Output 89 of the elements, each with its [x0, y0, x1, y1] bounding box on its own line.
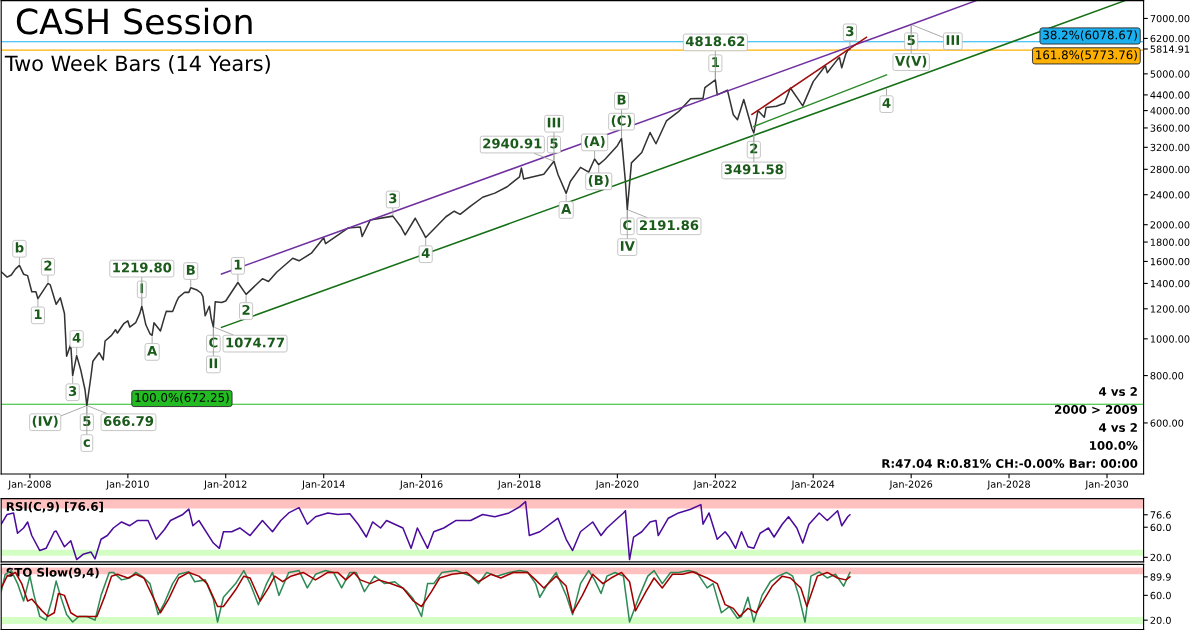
- x-tick-label: Jan-2028: [986, 480, 1030, 490]
- annotation: A: [561, 204, 572, 214]
- y-tick-label: 6200.00: [1150, 34, 1190, 43]
- y-tick-label: 60.0: [1150, 591, 1171, 600]
- annotation: 1: [712, 57, 720, 67]
- annotation: 2: [44, 260, 52, 271]
- line-series: [1, 48, 851, 407]
- annotation: 4: [72, 332, 81, 343]
- y-tick-label: 800.00: [1150, 372, 1184, 380]
- annotation: c: [83, 439, 90, 447]
- annotation: 2000 > 2009: [1055, 405, 1138, 414]
- y-tick-label: 1200.00: [1150, 305, 1190, 313]
- chart-title: RSI(C,9) [76.6]: [6, 501, 103, 513]
- annotation: A: [147, 345, 158, 356]
- annotation: 1074.77: [226, 337, 285, 348]
- annotation: 2940.91: [483, 138, 542, 149]
- y-tick-label: 4400.00: [1150, 91, 1190, 99]
- annotation: 5: [83, 416, 91, 427]
- annotation: 4 vs 2: [1099, 387, 1137, 396]
- y-tick-label: 1600.00: [1150, 257, 1190, 266]
- annotation: 2: [242, 304, 250, 315]
- annotation: 666.79: [103, 416, 154, 427]
- y-tick-label: 76.6: [1150, 511, 1171, 519]
- x-tick-label: Jan-2020: [595, 480, 639, 490]
- y-tick-label: 3600.00: [1150, 124, 1190, 132]
- ref-line-label: 100.0%(672.25): [135, 392, 229, 404]
- y-tick-label: 4000.00: [1150, 107, 1190, 115]
- annotation: I: [140, 283, 144, 294]
- annotation: (IV): [32, 415, 58, 428]
- y-tick-label: 2000.00: [1150, 221, 1190, 229]
- x-tick-label: Jan-2008: [7, 480, 51, 490]
- annotation: 3: [389, 193, 397, 204]
- annotation: 4: [882, 98, 891, 108]
- annotation: III: [547, 117, 561, 128]
- annotation: II: [209, 358, 218, 369]
- line-series: [1, 500, 851, 561]
- x-tick-label: Jan-2016: [399, 480, 443, 490]
- annotation: 2: [750, 143, 758, 154]
- annotation: 3: [68, 386, 77, 397]
- y-tick-label: 1800.00: [1150, 238, 1190, 246]
- y-tick-label: 89.9: [1150, 573, 1171, 581]
- y-tick-label: 2400.00: [1150, 191, 1190, 199]
- annotation: III: [946, 35, 959, 45]
- annotation: 4818.62: [685, 36, 745, 47]
- y-tick-label: 20.0: [1150, 616, 1171, 624]
- y-tick-label: 2800.00: [1150, 165, 1190, 174]
- annotation: (C): [611, 115, 632, 128]
- annotation: 2191.86: [639, 220, 699, 231]
- x-tick-label: Jan-2018: [497, 480, 541, 490]
- annotation: IV: [620, 241, 635, 251]
- y-tick-label: 20.0: [1150, 553, 1171, 562]
- annotation: C: [209, 337, 218, 348]
- annotation: 3491.58: [724, 164, 784, 175]
- ref-line-label: 161.8%(5773.76): [1036, 50, 1137, 61]
- annotation: 3: [846, 26, 854, 37]
- annotation: 1: [234, 259, 242, 270]
- annotation: 100.0%: [1090, 441, 1138, 450]
- x-tick-label: Jan-2014: [301, 480, 345, 490]
- x-tick-label: Jan-2012: [203, 480, 247, 490]
- y-tick-label: 60.0: [1150, 523, 1171, 532]
- annotation: 4: [421, 248, 430, 258]
- y-tick-label: 1000.00: [1150, 335, 1190, 343]
- annotation: V(V): [895, 55, 927, 68]
- annotation: (A): [584, 136, 605, 148]
- x-tick-label: Jan-2030: [1084, 480, 1128, 490]
- y-tick-label: 1400.00: [1150, 279, 1190, 288]
- annotation: b: [15, 242, 24, 253]
- y-tick-label: 3200.00: [1150, 143, 1190, 152]
- annotation: 4 vs 2: [1099, 423, 1137, 432]
- chart-title: CASH Session: [16, 7, 252, 35]
- y-tick-label: 7000.00: [1150, 14, 1190, 23]
- annotation: B: [617, 94, 626, 105]
- annotation: 1: [34, 309, 42, 320]
- annotation: B: [186, 265, 195, 275]
- text: Two Week Bars (14 Years): [4, 55, 270, 74]
- annotation: 5: [550, 138, 558, 149]
- ref-line-label: 38.2%(6078.67): [1043, 30, 1137, 41]
- y-tick-label: 5814.91: [1150, 45, 1190, 53]
- annotation: R:47.04 R:0.81% CH:-0.00% Bar: 00:00: [882, 459, 1138, 468]
- x-tick-label: Jan-2010: [105, 480, 149, 490]
- x-tick-label: Jan-2024: [791, 480, 835, 490]
- annotation: (B): [588, 174, 609, 187]
- x-tick-label: Jan-2026: [889, 480, 933, 490]
- annotation: 5: [907, 35, 915, 46]
- x-tick-label: Jan-2022: [693, 480, 736, 490]
- y-tick-label: 600.00: [1150, 419, 1184, 427]
- annotation: 1219.80: [113, 262, 172, 273]
- annotation: C: [623, 220, 632, 231]
- y-tick-label: 5000.00: [1150, 70, 1190, 78]
